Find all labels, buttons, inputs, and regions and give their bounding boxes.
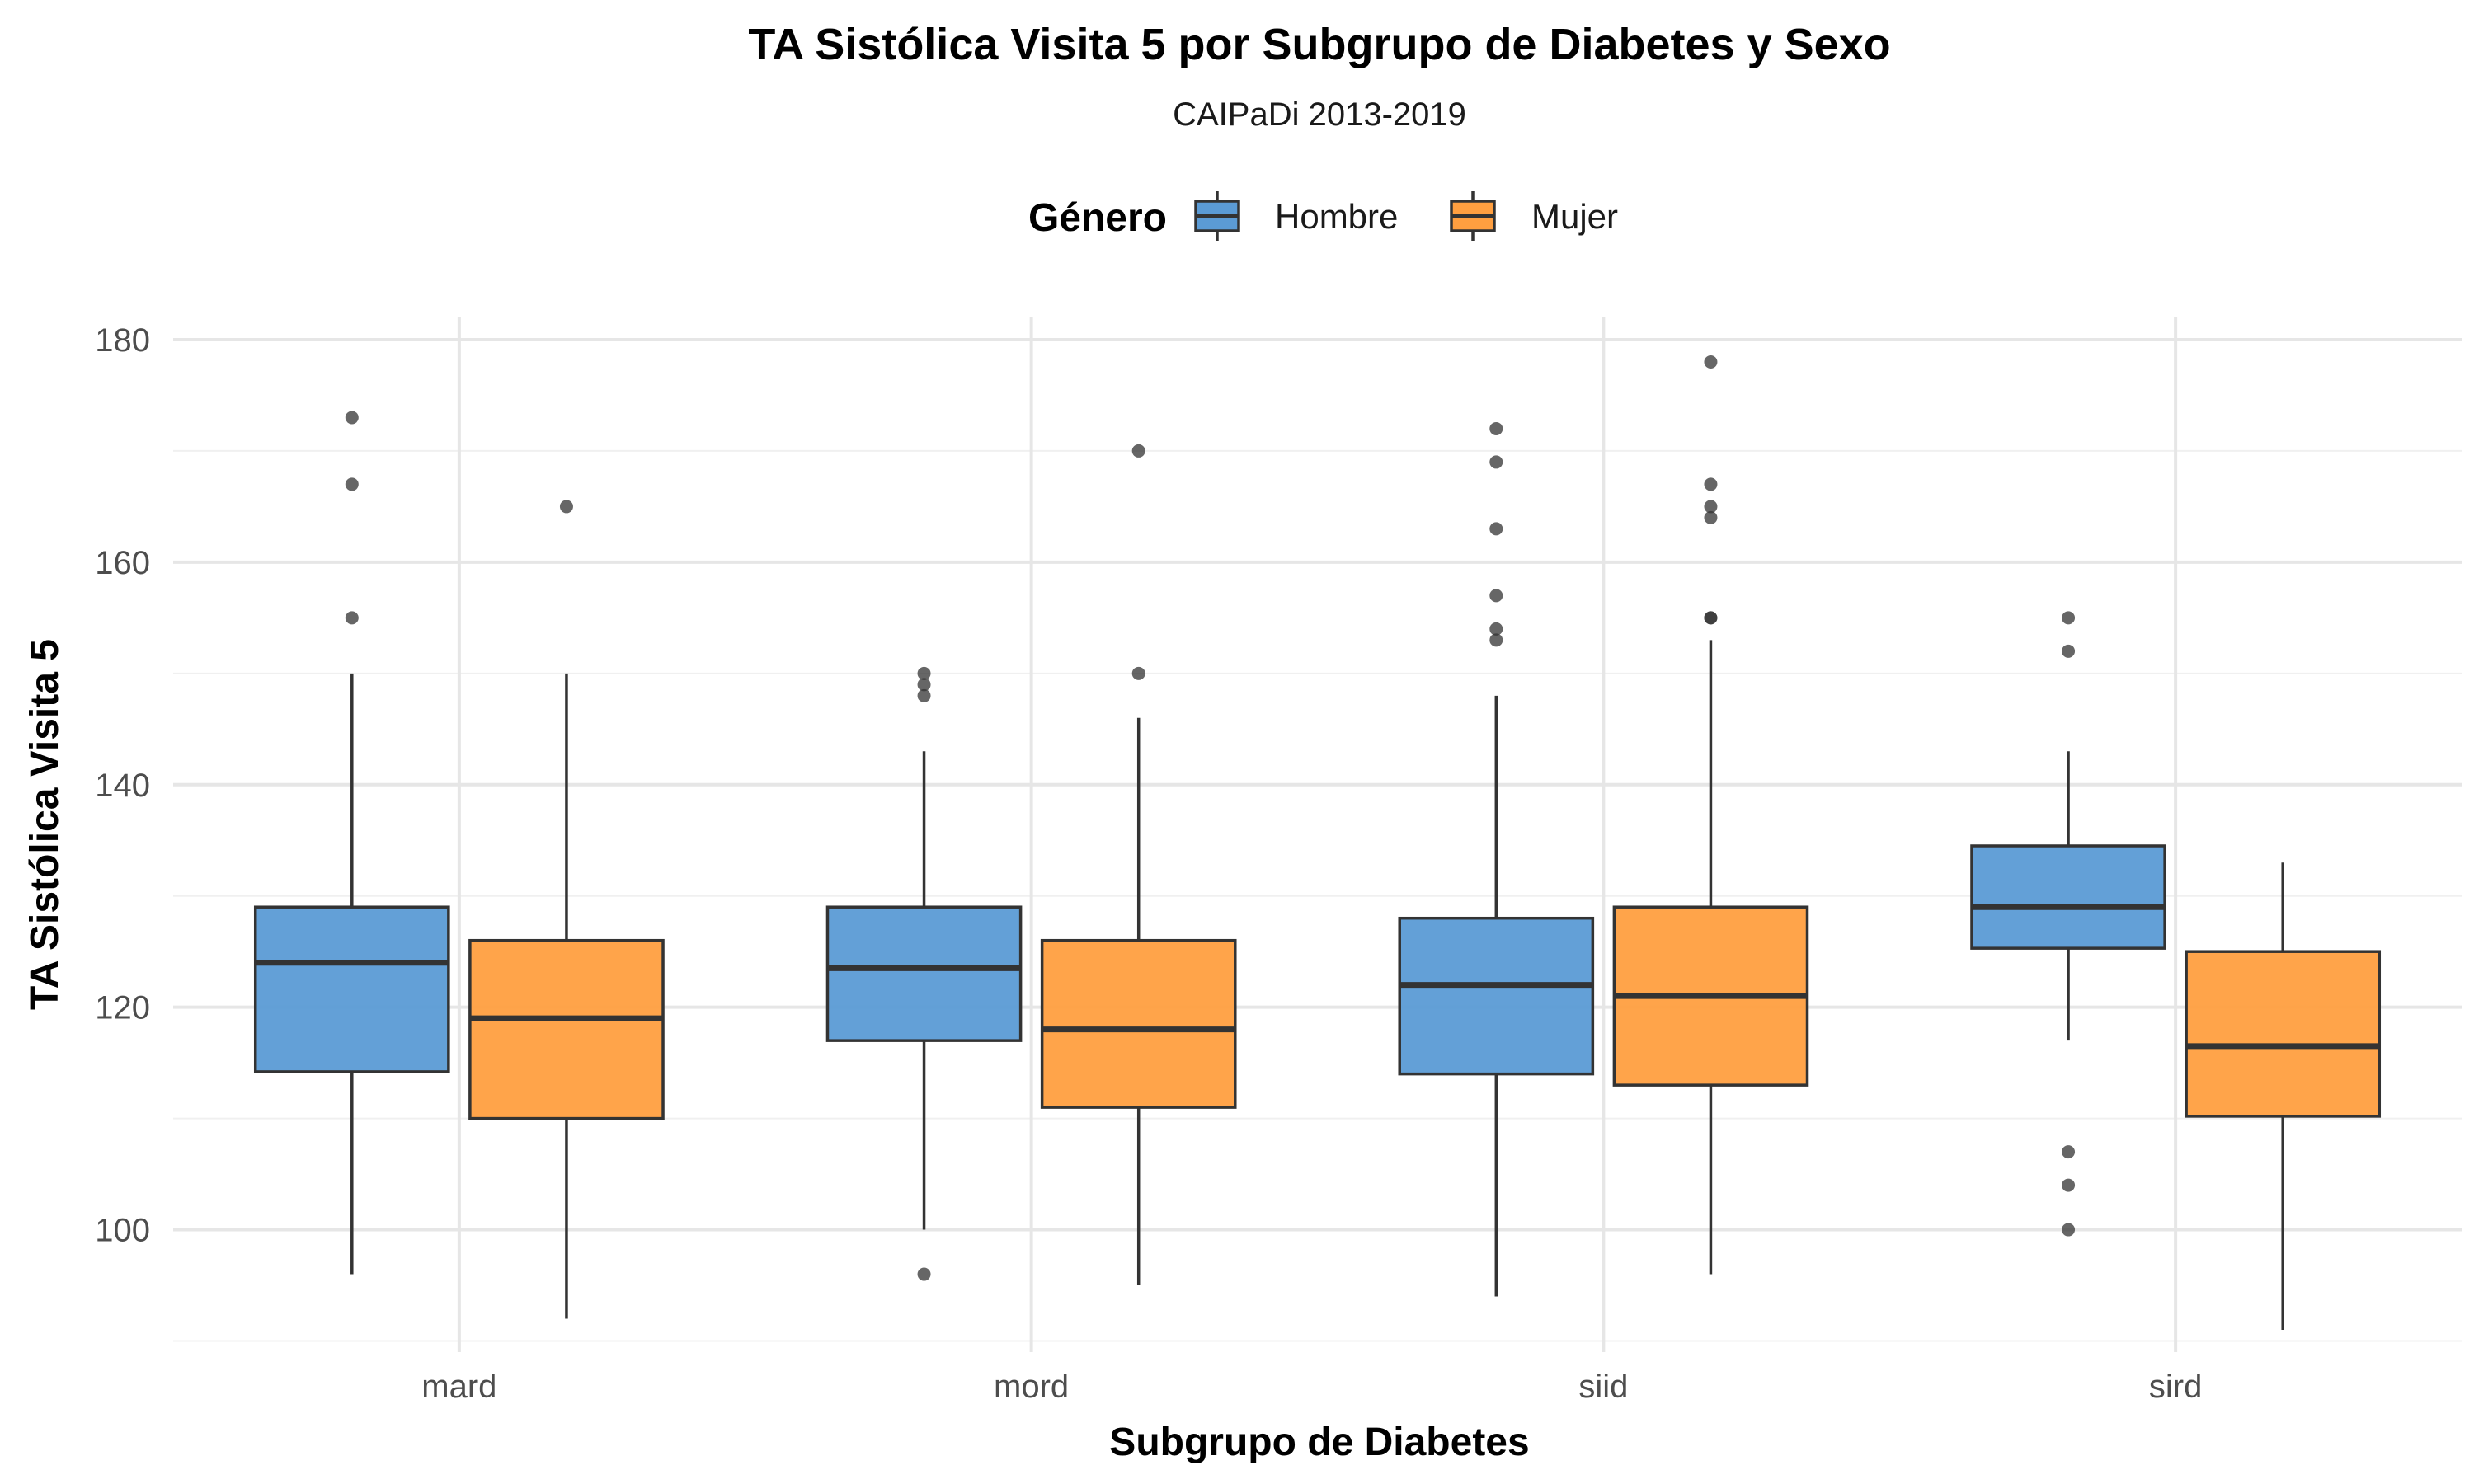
legend-label: Hombre: [1275, 197, 1398, 236]
outlier-point: [2062, 611, 2076, 625]
legend: Género Hombre Mujer: [1028, 191, 1618, 241]
box-mujer-siid: [1612, 355, 1809, 1275]
outlier-point: [345, 477, 359, 491]
y-tick-label: 160: [95, 545, 150, 581]
box-hombre-sird: [1970, 611, 2166, 1237]
outlier-point: [2062, 1145, 2076, 1159]
box-mujer-mard: [468, 500, 665, 1319]
outlier-point: [1489, 421, 1503, 435]
outlier-point: [1489, 589, 1503, 603]
outlier-point: [1704, 500, 1718, 514]
outlier-point: [917, 666, 931, 680]
legend-label: Mujer: [1531, 197, 1618, 236]
box-mujer-sird: [2185, 862, 2382, 1331]
outlier-point: [917, 678, 931, 692]
x-tick-label: siid: [1578, 1369, 1628, 1405]
outlier-point: [1489, 622, 1503, 636]
box-hombre-siid: [1398, 421, 1595, 1297]
outlier-point: [345, 611, 359, 625]
axes: 100 120 140 160 180 mard mord siid sird: [95, 322, 2202, 1405]
outlier-point: [345, 411, 359, 425]
box-body: [1970, 844, 2166, 950]
box-body: [2185, 950, 2382, 1118]
y-tick-label: 180: [95, 322, 150, 359]
outlier-point: [2062, 1178, 2076, 1192]
grid: [173, 317, 2462, 1352]
box-body: [468, 938, 665, 1120]
y-tick-label: 140: [95, 768, 150, 804]
outlier-point: [1704, 510, 1718, 524]
outlier-point: [1704, 477, 1718, 491]
box-mujer-mord: [1040, 444, 1237, 1286]
legend-item-hombre: Hombre: [1194, 191, 1398, 241]
legend-title: Género: [1028, 196, 1167, 240]
chart-subtitle: CAIPaDi 2013-2019: [1173, 96, 1466, 133]
outlier-point: [1489, 522, 1503, 536]
outlier-point: [917, 688, 931, 702]
y-tick-label: 120: [95, 990, 150, 1026]
outlier-point: [1489, 455, 1503, 469]
x-tick-label: mord: [994, 1369, 1069, 1405]
box-body: [1040, 938, 1237, 1109]
box-hombre-mard: [253, 411, 450, 1275]
box-hombre-mord: [825, 666, 1023, 1281]
outlier-point: [2062, 644, 2076, 658]
plot-area: [253, 355, 2382, 1331]
x-axis-title: Subgrupo de Diabetes: [1109, 1421, 1529, 1464]
outlier-point: [1489, 633, 1503, 647]
box-body: [825, 905, 1023, 1042]
outlier-point: [1131, 444, 1145, 458]
box-body: [253, 905, 450, 1073]
outlier-point: [559, 500, 573, 514]
outlier-point: [1704, 355, 1718, 369]
outlier-point: [2062, 1223, 2076, 1237]
box-body: [1398, 916, 1595, 1076]
chart-title: TA Sistólica Visita 5 por Subgrupo de Di…: [748, 20, 1890, 69]
y-tick-label: 100: [95, 1213, 150, 1249]
x-tick-label: sird: [2149, 1369, 2202, 1405]
x-tick-label: mard: [421, 1369, 496, 1405]
legend-item-mujer: Mujer: [1450, 191, 1618, 241]
outlier-point: [917, 1267, 931, 1281]
outlier-point: [1704, 611, 1718, 625]
y-axis-title: TA Sistólica Visita 5: [23, 639, 67, 1010]
outlier-point: [1131, 666, 1145, 680]
